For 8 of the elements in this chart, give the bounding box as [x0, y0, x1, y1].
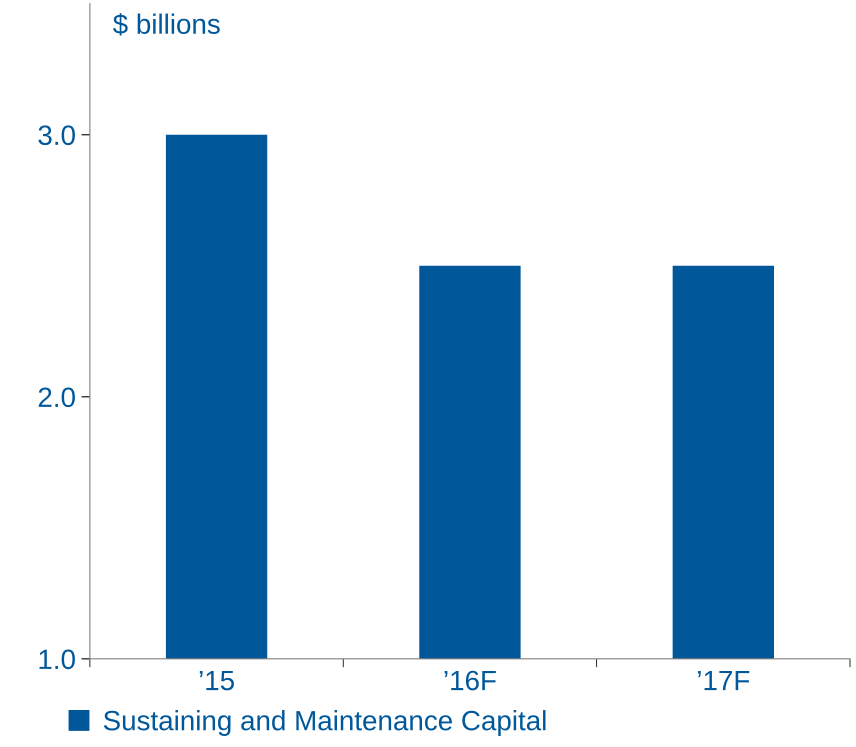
- y-tick-label: 3.0: [38, 125, 75, 146]
- y-tick-label: 1.0: [40, 650, 75, 670]
- x-tick-label: ’15: [200, 670, 234, 690]
- y-tick-label: 2.0: [38, 387, 75, 408]
- legend-label: Sustaining and Maintenance Capital: [104, 710, 546, 736]
- x-tick-label: ’17F: [698, 670, 750, 690]
- y-axis-title: $ billions: [112, 13, 220, 36]
- x-tick-label: ’16F: [444, 670, 496, 690]
